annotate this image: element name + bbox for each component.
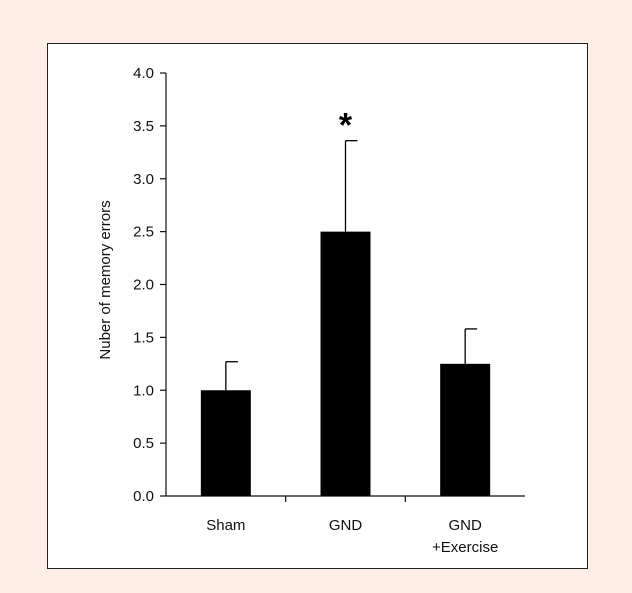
bar	[200, 390, 251, 496]
x-category-label: Sham	[206, 517, 245, 534]
y-axis-title: Nuber of memory errors	[97, 200, 114, 359]
x-category-label: GND	[329, 517, 363, 534]
chart-figure: 0.0 0.5 1.0 1.5 2.0 2.5 3.0 3.5 4.0 Sham GND GND +Ex…	[47, 43, 588, 569]
y-tick-label: 1.0	[133, 382, 154, 399]
y-tick-label: 3.5	[133, 118, 154, 135]
x-category-label: GND	[448, 517, 482, 534]
y-tick-label: 2.5	[133, 224, 154, 241]
y-tick-label: 1.5	[133, 329, 154, 346]
x-category-label: +Exercise	[432, 539, 498, 556]
y-tick-label: 4.0	[133, 65, 154, 82]
y-tick-label: 0.5	[133, 435, 154, 452]
y-tick-label: 3.0	[133, 171, 154, 188]
bar	[320, 231, 371, 496]
significance-asterisk: *	[339, 107, 353, 145]
y-tick-label: 0.0	[133, 488, 154, 505]
bar-chart: 0.0 0.5 1.0 1.5 2.0 2.5 3.0 3.5 4.0 Sham GND GND +Ex…	[97, 65, 525, 556]
bar	[440, 363, 491, 496]
y-tick-label: 2.0	[133, 277, 154, 294]
